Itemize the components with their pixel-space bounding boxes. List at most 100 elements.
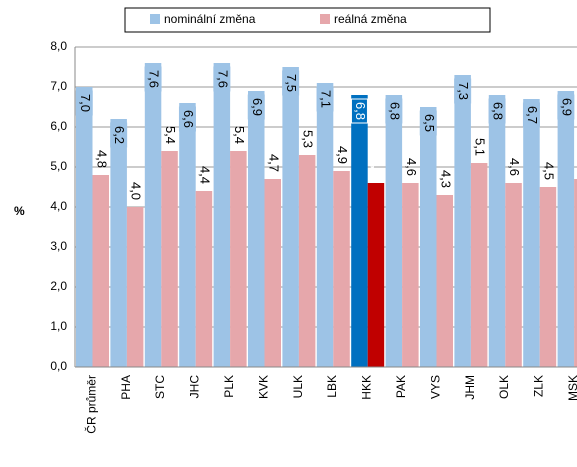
x-tick-label: JHC: [188, 375, 202, 399]
value-label-box: [385, 98, 403, 124]
x-tick-label: HKK: [360, 375, 374, 400]
bar: [333, 171, 350, 367]
bar: [351, 95, 368, 367]
value-label: 5,3: [301, 130, 316, 148]
value-label: 7,6: [215, 70, 230, 88]
value-label-box: [419, 110, 437, 136]
value-label-box: [75, 90, 93, 116]
value-label-box: [247, 94, 265, 120]
x-tick-label: VYS: [428, 375, 442, 399]
legend-swatch: [320, 14, 330, 24]
value-label: 4,7: [576, 154, 577, 172]
y-tick-label: 1,0: [50, 319, 67, 333]
x-tick-label: PHA: [119, 375, 133, 400]
value-label-box: [350, 98, 368, 124]
value-label: 5,4: [232, 126, 247, 144]
bar: [316, 83, 334, 367]
value-label: 6,8: [387, 102, 402, 120]
y-axis-label: %: [14, 204, 25, 218]
bar: [195, 191, 213, 367]
y-tick-label: 7,0: [50, 79, 67, 93]
bar: [76, 87, 93, 367]
x-tick-label: MSK: [566, 375, 577, 401]
value-label-box: [178, 106, 196, 132]
value-label: 7,6: [147, 70, 162, 88]
x-tick-label: JHM: [463, 375, 477, 400]
bar: [144, 63, 162, 367]
plot: ČR průměr 7,0 4,8 PHA 6,2 4,0 STC 7,6 5,4 JHC 6,6 4…: [75, 46, 577, 434]
x-tick-label: ULK: [291, 375, 305, 398]
x-tick-label: OLK: [497, 375, 511, 399]
value-label-box: [282, 70, 300, 96]
value-label-box: [488, 98, 506, 124]
bar: [436, 195, 453, 367]
y-tick-label: 2,0: [50, 279, 67, 293]
bar: [523, 99, 540, 367]
x-tick-label: ČR průměr: [83, 375, 98, 434]
bar: [488, 95, 506, 367]
value-label: 4,6: [404, 158, 419, 176]
value-label: 7,1: [319, 90, 334, 108]
bar: [126, 207, 144, 367]
bar: [248, 91, 265, 367]
x-tick-label: ZLK: [532, 375, 546, 397]
value-label: 5,1: [473, 138, 488, 156]
x-tick-label: LBK: [325, 375, 339, 398]
x-tick-label: PLK: [222, 375, 236, 398]
legend-label: nominální změna: [164, 12, 256, 26]
bar: [539, 187, 557, 367]
bar: [557, 91, 575, 367]
bar: [402, 183, 419, 367]
value-label: 4,4: [198, 166, 213, 184]
value-label: 5,4: [163, 126, 178, 144]
value-label: 4,7: [266, 154, 281, 172]
bar: [298, 155, 316, 367]
bar: [92, 175, 109, 367]
value-label: 4,3: [438, 170, 453, 188]
value-label-box: [110, 122, 128, 148]
value-label: 7,0: [78, 94, 93, 112]
value-label-box: [454, 78, 472, 104]
y-tick-label: 0,0: [50, 359, 67, 373]
value-label: 7,3: [456, 82, 471, 100]
value-label: 7,5: [284, 74, 299, 92]
value-label-box: [557, 94, 575, 120]
legend-label: reálná změna: [334, 12, 407, 26]
y-tick-label: 4,0: [50, 199, 67, 213]
value-label: 6,8: [353, 102, 368, 120]
value-label-box: [144, 66, 162, 92]
y-tick-label: 6,0: [50, 119, 67, 133]
bar: [264, 179, 281, 367]
value-label: 4,0: [129, 182, 144, 200]
y-tick-label: 8,0: [50, 39, 67, 53]
legend-swatch: [150, 14, 160, 24]
value-label: 4,8: [94, 150, 109, 168]
y-tick-label: 3,0: [50, 239, 67, 253]
value-label: 6,7: [525, 106, 540, 124]
bar: [230, 151, 247, 367]
value-label: 6,9: [250, 98, 265, 116]
bar: [454, 75, 471, 367]
bar: [161, 151, 178, 367]
value-label: 6,8: [491, 102, 506, 120]
value-label-box: [522, 102, 540, 128]
x-tick-label: PAK: [394, 375, 408, 398]
x-tick-label: STC: [153, 375, 167, 399]
value-label: 6,5: [422, 114, 437, 132]
x-tick-label: KVK: [256, 375, 270, 399]
bar: [470, 163, 488, 367]
value-label: 4,6: [370, 158, 385, 176]
value-label: 4,9: [335, 146, 350, 164]
legend-box: [124, 7, 491, 33]
bar: [574, 179, 577, 367]
value-label-box: [316, 86, 334, 112]
value-label: 6,9: [559, 98, 574, 116]
value-label: 4,5: [542, 162, 557, 180]
value-label-box: [213, 66, 231, 92]
value-label: 6,6: [181, 110, 196, 128]
value-label: 4,6: [507, 158, 522, 176]
bar: [213, 63, 231, 367]
bar: [367, 183, 385, 367]
y-tick-label: 5,0: [50, 159, 67, 173]
